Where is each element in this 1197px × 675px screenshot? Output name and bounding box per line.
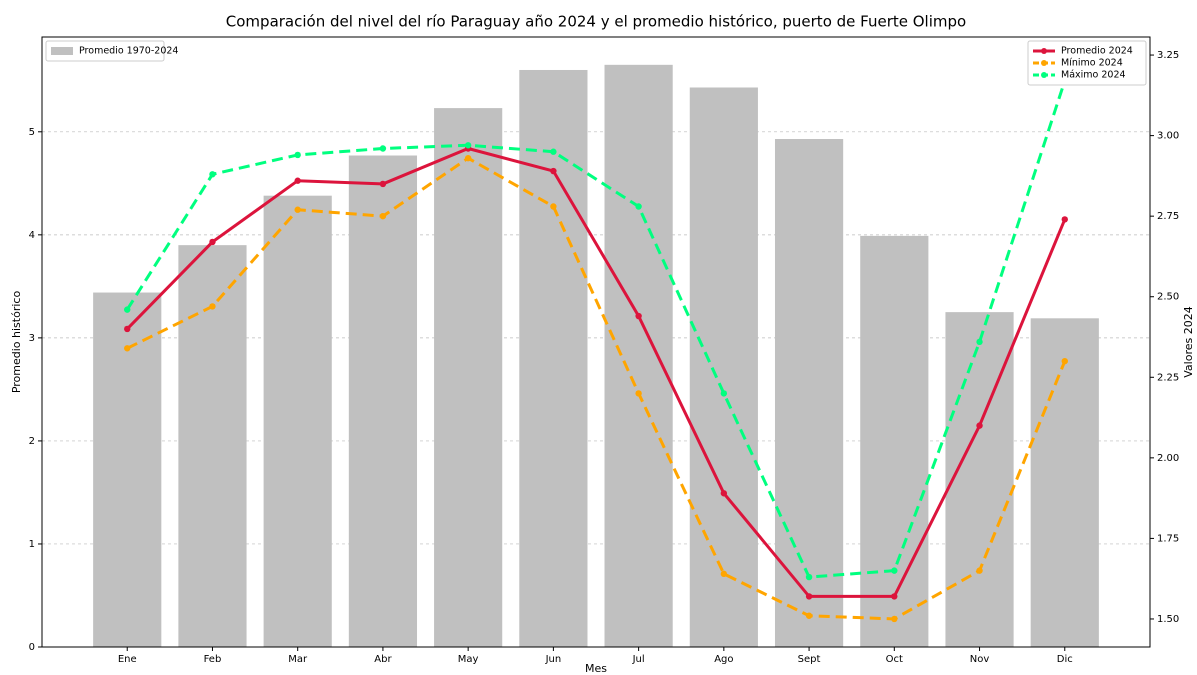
y-tick-label: 1 bbox=[29, 539, 35, 550]
point bbox=[976, 567, 983, 574]
bar bbox=[519, 69, 588, 648]
point bbox=[635, 203, 642, 210]
point bbox=[1061, 216, 1068, 223]
y2-tick-label: 1.50 bbox=[1157, 614, 1179, 625]
point bbox=[550, 148, 557, 155]
x-tick-label: May bbox=[458, 654, 479, 665]
point bbox=[635, 312, 642, 320]
y2-tick-label: 3.25 bbox=[1157, 50, 1179, 61]
bar bbox=[689, 87, 758, 647]
y-tick-label: 5 bbox=[29, 127, 35, 138]
point bbox=[124, 306, 131, 313]
point bbox=[720, 570, 728, 578]
point bbox=[379, 212, 387, 220]
legend-box bbox=[45, 40, 165, 62]
y2-axis-label: Valores 2024 bbox=[1182, 306, 1195, 377]
legend-swatch bbox=[51, 47, 73, 55]
point bbox=[976, 422, 983, 429]
line bbox=[125, 80, 1067, 579]
point bbox=[294, 151, 301, 159]
y2-tick-label: 2.00 bbox=[1157, 453, 1179, 464]
point bbox=[891, 615, 898, 623]
point bbox=[464, 142, 472, 149]
plot-frame bbox=[41, 36, 1151, 648]
legend-marker bbox=[1041, 60, 1047, 66]
y-axis-label: Promedio histórico bbox=[10, 291, 23, 394]
x-tick-label: Jun bbox=[545, 654, 562, 665]
point bbox=[805, 593, 813, 600]
point bbox=[464, 154, 472, 162]
bar bbox=[178, 245, 247, 647]
x-tick-label: Dic bbox=[1057, 654, 1073, 665]
point bbox=[891, 567, 898, 574]
x-axis-label: Mes bbox=[585, 662, 607, 675]
point bbox=[1061, 357, 1068, 365]
point bbox=[209, 303, 216, 310]
bar bbox=[774, 139, 844, 647]
legend-label: Mínimo 2024 bbox=[1061, 58, 1123, 69]
y2-tick-label: 2.50 bbox=[1157, 292, 1179, 303]
legend-box bbox=[1027, 40, 1147, 86]
y2-tick-label: 2.75 bbox=[1157, 211, 1179, 222]
point bbox=[379, 145, 387, 152]
chart-title: Comparación del nivel del río Paraguay a… bbox=[226, 13, 966, 31]
y2-tick-label: 3.00 bbox=[1157, 131, 1179, 142]
x-tick-label: Jul bbox=[632, 654, 645, 665]
legend-marker bbox=[1041, 48, 1047, 54]
bar bbox=[945, 312, 1014, 647]
y2-tick-label: 1.75 bbox=[1157, 533, 1179, 544]
y-tick-label: 4 bbox=[29, 230, 35, 241]
point bbox=[294, 206, 301, 213]
point bbox=[976, 338, 983, 346]
point bbox=[550, 203, 557, 210]
point bbox=[805, 612, 813, 619]
y2-tick-label: 2.25 bbox=[1157, 372, 1179, 383]
x-tick-label: Abr bbox=[374, 654, 392, 665]
point bbox=[124, 325, 131, 333]
legend-marker bbox=[1041, 72, 1047, 78]
bar bbox=[434, 108, 503, 648]
point bbox=[209, 238, 216, 246]
legend-label: Máximo 2024 bbox=[1061, 70, 1126, 81]
x-tick-label: Ago bbox=[714, 654, 733, 665]
y-tick-label: 2 bbox=[29, 436, 35, 447]
x-tick-label: Sept bbox=[798, 654, 821, 665]
x-tick-label: Ene bbox=[118, 654, 137, 665]
point bbox=[805, 573, 813, 581]
legend-label: Promedio 2024 bbox=[1061, 46, 1133, 57]
point bbox=[124, 345, 131, 352]
x-tick-label: Oct bbox=[886, 654, 903, 665]
x-tick-label: Mar bbox=[288, 654, 308, 665]
y-tick-label: 0 bbox=[29, 642, 35, 653]
point bbox=[891, 593, 898, 600]
bar bbox=[604, 64, 673, 648]
bar bbox=[93, 292, 162, 647]
point bbox=[294, 177, 301, 184]
point bbox=[550, 167, 557, 175]
point bbox=[635, 390, 642, 397]
point bbox=[720, 390, 728, 397]
point bbox=[720, 490, 728, 497]
bar bbox=[263, 195, 332, 647]
legend-label: Promedio 1970-2024 bbox=[79, 46, 178, 57]
bar bbox=[348, 155, 418, 647]
point bbox=[209, 171, 216, 178]
x-tick-label: Feb bbox=[204, 654, 222, 665]
line bbox=[126, 146, 1067, 598]
y-tick-label: 3 bbox=[29, 333, 35, 344]
point bbox=[379, 180, 387, 188]
x-tick-label: Nov bbox=[970, 654, 990, 665]
bar bbox=[860, 235, 929, 648]
line bbox=[126, 156, 1067, 621]
bar bbox=[1030, 318, 1099, 647]
